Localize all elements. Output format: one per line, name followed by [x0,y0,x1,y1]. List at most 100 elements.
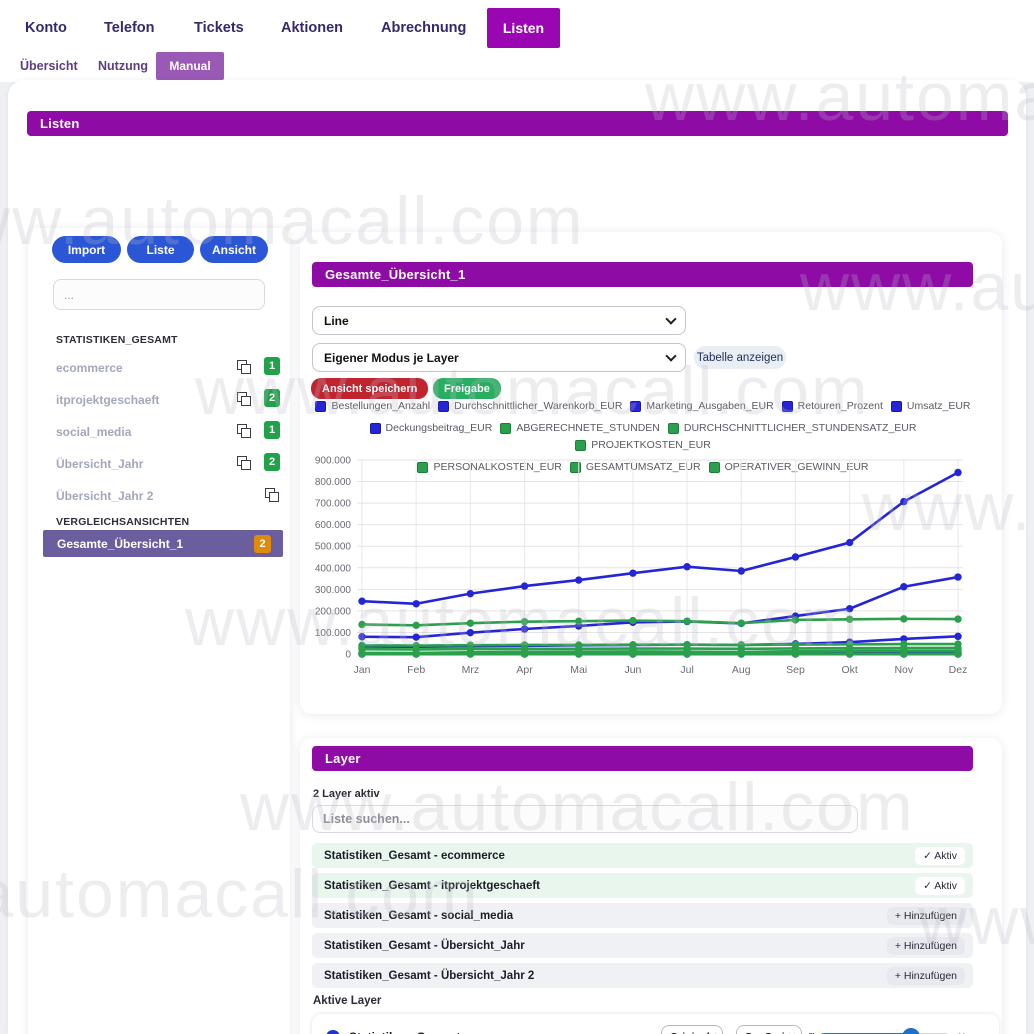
legend-checkbox[interactable] [500,422,512,434]
legend-item[interactable]: Marketing_Ausgaben_EUR [630,400,774,412]
line-chart: Jan Feb Mrz Apr Mai Jun Jul Aug Sep Okt Nov Dez 0 100… [315,456,968,677]
layer-active-toggle[interactable]: ✓ Aktiv [915,846,965,865]
series-line-OPERATIVER_GEWINN_EUR [362,649,958,655]
legend-item[interactable]: Durchschnittlicher_Warenkorb_EUR [438,400,622,412]
layer-add-button[interactable]: + Hinzufügen [886,936,965,955]
legend-item[interactable]: DURCHSCHNITTLICHER_STUNDENSATZ_EUR [667,422,916,434]
chart-panel-title: Gesamte_Übersicht_1 [312,262,973,287]
layer-active-toggle[interactable]: ✓ Aktiv [915,876,965,895]
sidebar-item-ecommerce[interactable]: ecommerce 1 [56,357,282,379]
subnav-tab-manual-active[interactable]: Manual [156,52,224,80]
legend-item[interactable]: GESAMTUMSATZ_EUR [569,461,701,473]
layer-row-uebersicht-jahr: Statistiken_Gesamt - Übersicht_Jahr + Hi… [312,933,973,958]
duplicate-icon[interactable] [265,488,279,502]
slider-thumb[interactable] [901,1028,920,1034]
y-tick-label: 900.000 [315,456,352,467]
duplicate-icon[interactable] [237,360,251,374]
data-point [466,619,475,627]
import-button[interactable]: Import [52,236,121,263]
data-point [575,617,583,625]
layer-row-social-media: Statistiken_Gesamt - social_media + Hinz… [312,903,973,928]
nav-tab-konto[interactable]: Konto [25,20,67,36]
legend-label: Marketing_Ausgaben_EUR [646,400,774,412]
subnav-tab-nutzung[interactable]: Nutzung [98,59,148,73]
legend-checkbox[interactable] [890,400,902,412]
sidebar-search-input[interactable] [53,279,265,310]
legend-checkbox[interactable] [667,422,679,434]
legend-item[interactable]: PERSONALKOSTEN_EUR [417,461,562,473]
save-view-button[interactable]: Ansicht speichern [311,378,429,399]
active-layer-row-ecommerce: Statistiken_Gesamt - ecommerce Original … [312,1014,999,1034]
x-tick-label: Jan [354,664,371,676]
sidebar-item-uebersicht-jahr[interactable]: Übersicht_Jahr 2 [56,453,282,475]
sidebar-item-social-media[interactable]: social_media 1 [56,421,282,443]
duplicate-icon[interactable] [237,456,251,470]
data-point [737,648,745,656]
series-select[interactable]: Sp.-Serien [736,1025,802,1034]
data-point [358,597,366,605]
data-point [845,647,854,655]
chart-type-select[interactable]: Line [312,306,686,335]
subnav-tab-uebersicht[interactable]: Übersicht [20,59,78,73]
series-line-PROJEKTKOSTEN_EUR [361,646,958,651]
nav-tab-abrechnung[interactable]: Abrechnung [381,20,467,36]
duplicate-icon[interactable] [237,392,251,406]
legend-label: Retouren_Prozent [797,400,883,412]
layer-add-button[interactable]: + Hinzufügen [886,966,965,985]
top-navigation-band: Konto Telefon Tickets Aktionen Abrechnun… [0,0,1034,82]
nav-tab-aktionen[interactable]: Aktionen [281,20,344,36]
legend-item[interactable]: ABGERECHNETE_STUNDEN [500,422,660,434]
duplicate-icon[interactable] [237,424,251,438]
legend-checkbox[interactable] [369,422,381,434]
data-point [954,615,962,623]
sidebar-item-itprojektgeschaeft[interactable]: itprojektgeschaeft 2 [56,389,282,411]
legend-label: Durchschnittlicher_Warenkorb_EUR [454,400,623,412]
legend-item[interactable]: Retouren_Prozent [781,400,883,412]
mode-select[interactable]: Eigener Modus je Layer [312,343,686,372]
legend-item[interactable]: Deckungsbeitrag_EUR [369,422,493,434]
data-point [900,583,908,591]
legend-item[interactable]: Bestellungen_Anzahl [315,400,430,412]
legend-checkbox[interactable] [569,461,581,473]
legend-checkbox[interactable] [708,461,720,473]
legend-item[interactable]: OPERATIVER_GEWINN_EUR [708,461,869,473]
data-point [412,649,420,657]
legend-item[interactable]: Umsatz_EUR [890,400,971,412]
data-point [358,620,366,629]
nav-tab-listen-active[interactable]: Listen [487,8,560,48]
remove-layer-icon[interactable]: × [958,1028,966,1034]
legend-label: Deckungsbeitrag_EUR [385,422,493,434]
y-tick-label: 100.000 [315,628,352,639]
liste-button[interactable]: Liste [127,236,194,263]
transform-select[interactable]: Original [661,1025,723,1034]
legend-checkbox[interactable] [417,461,429,473]
legend-checkbox[interactable] [575,439,587,451]
sidebar-item-gesamte-uebersicht-selected[interactable]: Gesamte_Übersicht_1 2 [43,530,283,557]
ansicht-button[interactable]: Ansicht [200,236,268,263]
legend-item[interactable]: PROJEKTKOSTEN_EUR [575,439,711,451]
sidebar-group-statistiken: STATISTIKEN_GESAMT [56,334,178,346]
data-point [520,582,529,590]
layer-add-button[interactable]: + Hinzufügen [886,906,965,925]
sidebar-item-uebersicht-jahr-2[interactable]: Übersicht_Jahr 2 [56,487,282,507]
legend-checkbox[interactable] [630,400,642,412]
y-tick-label: 500.000 [315,542,352,553]
y-tick-label: 700.000 [315,499,352,510]
legend-checkbox[interactable] [781,400,793,412]
data-point [791,553,800,561]
y-tick-label: 300.000 [315,585,352,596]
layer-search-input[interactable] [312,805,858,833]
share-button[interactable]: Freigabe [433,378,501,399]
legend-checkbox[interactable] [438,400,450,412]
show-table-button[interactable]: Tabelle anzeigen [694,346,786,369]
legend-checkbox[interactable] [315,400,327,412]
nav-tab-tickets[interactable]: Tickets [194,20,244,36]
layer-row-itprojektgeschaeft: Statistiken_Gesamt - itprojektgeschaeft … [312,873,973,898]
x-tick-label: Okt [841,664,857,676]
legend-label: Bestellungen_Anzahl [331,400,431,412]
nav-tab-telefon[interactable]: Telefon [104,20,155,36]
x-tick-label: Mai [570,664,587,676]
data-point [737,619,745,627]
chart-panel: Gesamte_Übersicht_1 Line Eigener Modus j… [300,232,1002,714]
